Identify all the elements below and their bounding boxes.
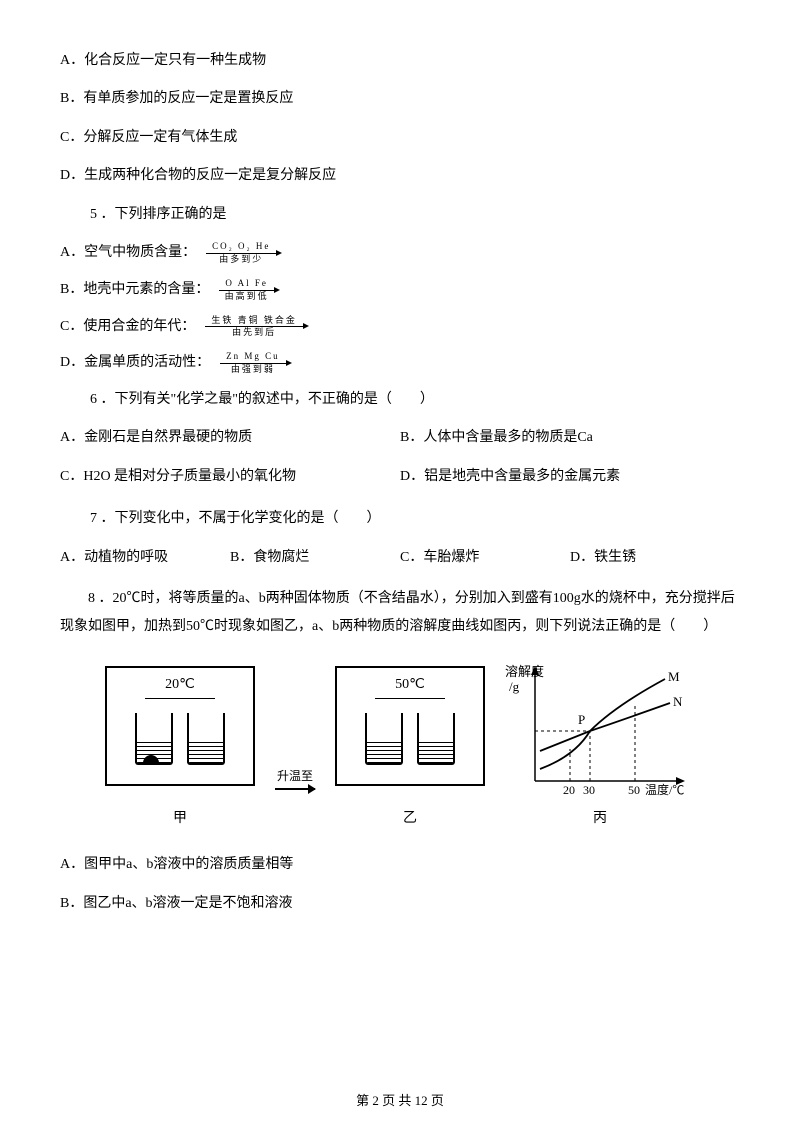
q5-a-arrow: CO₂ O₂ He 由多到少 bbox=[206, 242, 276, 265]
beaker-jia-a-label: A bbox=[137, 763, 171, 766]
q5-opt-d: D．金属单质的活动性： Zn Mg Cu 由强到弱 bbox=[60, 352, 740, 375]
panel-jia-caption: 甲 bbox=[173, 808, 187, 830]
chart-xlabel: 温度/℃ bbox=[645, 782, 684, 797]
xtick-20: 20 bbox=[563, 783, 575, 797]
panel-bing-caption: 丙 bbox=[593, 808, 607, 830]
curve-n-label: N bbox=[673, 694, 683, 709]
panel-yi-box: 50℃ A B bbox=[335, 666, 485, 786]
beaker-yi-b-label: B bbox=[419, 763, 453, 766]
q5-stem: 5 ．下列排序正确的是 bbox=[90, 204, 740, 226]
q5-c-bot: 由先到后 bbox=[232, 327, 276, 338]
panel-yi-temp: 50℃ bbox=[375, 674, 445, 699]
q5-d-arrow: Zn Mg Cu 由强到弱 bbox=[220, 352, 286, 375]
panel-jia-beakers: A B bbox=[135, 713, 225, 765]
q5-d-label: D．金属单质的活动性： bbox=[60, 352, 210, 374]
q6-c: C．H2O 是相对分子质量最小的氧化物 bbox=[60, 466, 400, 488]
q6-b: B．人体中含量最多的物质是Ca bbox=[400, 427, 740, 449]
panel-jia-box: 20℃ A B bbox=[105, 666, 255, 786]
q7-b: B．食物腐烂 bbox=[230, 547, 400, 569]
q5-d-bot: 由强到弱 bbox=[231, 364, 275, 375]
solubility-chart: 溶解度 /g 20 30 50 温度/℃ M N P bbox=[505, 661, 695, 806]
q5-opt-a: A．空气中物质含量： CO₂ O₂ He 由多到少 bbox=[60, 242, 740, 265]
chart-ylabel-top: 溶解度 bbox=[505, 664, 544, 679]
q5-opt-b: B．地壳中元素的含量： O Al Fe 由高到低 bbox=[60, 279, 740, 302]
q7-stem: 7 ．下列变化中，不属于化学变化的是（ ） bbox=[90, 508, 740, 530]
q6-a: A．金刚石是自然界最硬的物质 bbox=[60, 427, 400, 449]
xtick-50: 50 bbox=[628, 783, 640, 797]
beaker-jia-b-label: B bbox=[189, 763, 223, 766]
page-footer: 第 2 页 共 12 页 bbox=[0, 1091, 800, 1112]
xtick-30: 30 bbox=[583, 783, 595, 797]
curve-n bbox=[540, 703, 670, 751]
point-p: P bbox=[578, 712, 585, 727]
q8-b: B．图乙中a、b溶液一定是不饱和溶液 bbox=[60, 893, 740, 915]
panel-yi-beakers: A B bbox=[365, 713, 455, 765]
q7-opts: A．动植物的呼吸 B．食物腐烂 C．车胎爆炸 D．铁生锈 bbox=[60, 547, 740, 585]
q5-a-label: A．空气中物质含量： bbox=[60, 242, 196, 264]
beaker-yi-b: B bbox=[417, 713, 455, 765]
panel-yi-caption: 乙 bbox=[403, 808, 417, 830]
beaker-jia-a: A bbox=[135, 713, 173, 765]
curve-m bbox=[540, 679, 665, 769]
q5-b-top: O Al Fe bbox=[219, 279, 274, 291]
arrow-right-icon bbox=[275, 788, 315, 790]
q5-opt-c: C．使用合金的年代： 生铁 青铜 铁合金 由先到后 bbox=[60, 316, 740, 339]
beaker-jia-b: B bbox=[187, 713, 225, 765]
q5-c-arrow: 生铁 青铜 铁合金 由先到后 bbox=[205, 316, 303, 339]
heat-arrow: 升温至 bbox=[275, 767, 315, 790]
q6-d: D．铝是地壳中含量最多的金属元素 bbox=[400, 466, 740, 488]
opt-prev-b: B．有单质参加的反应一定是置换反应 bbox=[60, 88, 740, 110]
q6-row2: C．H2O 是相对分子质量最小的氧化物 D．铝是地壳中含量最多的金属元素 bbox=[60, 466, 740, 504]
q5-a-bot: 由多到少 bbox=[219, 254, 263, 265]
q5-a-top: CO₂ O₂ He bbox=[206, 242, 276, 254]
q8-diagram: 20℃ A B 甲 升温至 50℃ bbox=[60, 661, 740, 830]
opt-prev-a: A．化合反应一定只有一种生成物 bbox=[60, 50, 740, 72]
panel-bing: 溶解度 /g 20 30 50 温度/℃ M N P 丙 bbox=[505, 661, 695, 830]
q8-stem: 8 ．20℃时，将等质量的a、b两种固体物质（不含结晶水），分别加入到盛有100… bbox=[60, 585, 740, 641]
panel-jia-temp: 20℃ bbox=[145, 674, 215, 699]
q7-c: C．车胎爆炸 bbox=[400, 547, 570, 569]
opt-prev-d: D．生成两种化合物的反应一定是复分解反应 bbox=[60, 165, 740, 187]
water-icon bbox=[419, 739, 453, 763]
q5-c-top: 生铁 青铜 铁合金 bbox=[205, 316, 303, 328]
q5-b-bot: 由高到低 bbox=[225, 291, 269, 302]
water-icon bbox=[189, 739, 223, 763]
panel-jia: 20℃ A B 甲 bbox=[105, 666, 255, 830]
panel-yi: 50℃ A B 乙 bbox=[335, 666, 485, 830]
q6-stem: 6 ．下列有关"化学之最"的叙述中，不正确的是（ ） bbox=[90, 389, 740, 411]
beaker-yi-a-label: A bbox=[367, 763, 401, 766]
q5-c-label: C．使用合金的年代： bbox=[60, 316, 195, 338]
q5-b-arrow: O Al Fe 由高到低 bbox=[219, 279, 274, 302]
chart-ylabel-bot: /g bbox=[509, 679, 520, 694]
q5-d-top: Zn Mg Cu bbox=[220, 352, 286, 364]
q8-a: A．图甲中a、b溶液中的溶质质量相等 bbox=[60, 854, 740, 876]
curve-m-label: M bbox=[668, 669, 680, 684]
q7-a: A．动植物的呼吸 bbox=[60, 547, 230, 569]
water-icon bbox=[367, 739, 401, 763]
beaker-yi-a: A bbox=[365, 713, 403, 765]
q5-b-label: B．地壳中元素的含量： bbox=[60, 279, 209, 301]
q7-d: D．铁生锈 bbox=[570, 547, 740, 569]
opt-prev-c: C．分解反应一定有气体生成 bbox=[60, 127, 740, 149]
q6-row1: A．金刚石是自然界最硬的物质 B．人体中含量最多的物质是Ca bbox=[60, 427, 740, 465]
